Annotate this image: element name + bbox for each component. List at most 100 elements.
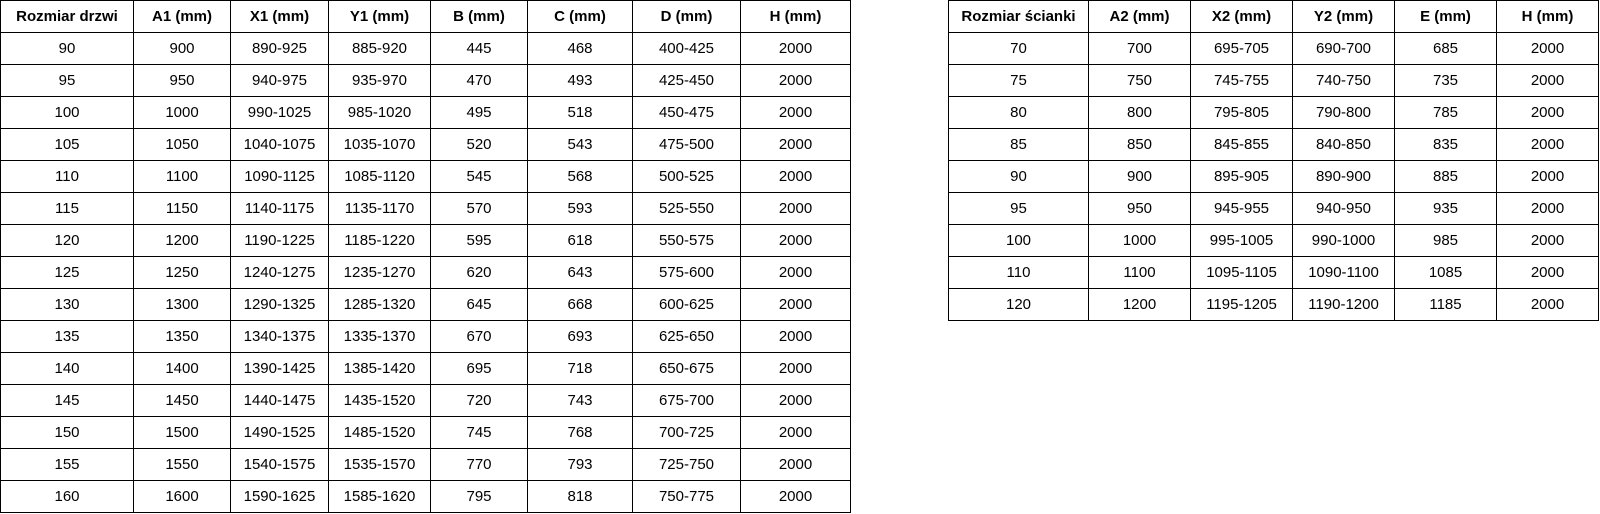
table-cell: 1040-1075 bbox=[230, 128, 329, 161]
table-cell: 1000 bbox=[1088, 224, 1191, 257]
column-header: A2 (mm) bbox=[1088, 0, 1191, 33]
table-cell: 80 bbox=[948, 96, 1089, 129]
table-cell: 1400 bbox=[133, 352, 231, 385]
table-cell: 1285-1320 bbox=[328, 288, 431, 321]
table-cell: 2000 bbox=[740, 160, 851, 193]
column-header: Y1 (mm) bbox=[328, 0, 431, 33]
table-cell: 1200 bbox=[1088, 288, 1191, 321]
table-cell: 670 bbox=[430, 320, 528, 353]
door-table-header: Rozmiar drzwi A1 (mm) X1 (mm) Y1 (mm) B (mm)… bbox=[0, 0, 851, 33]
header-row: Rozmiar ścianki A2 (mm) X2 (mm) Y2 (mm) E (m… bbox=[948, 0, 1599, 33]
table-cell: 995-1005 bbox=[1190, 224, 1293, 257]
table-cell: 500-525 bbox=[632, 160, 741, 193]
table-cell: 2000 bbox=[740, 416, 851, 449]
table-cell: 2000 bbox=[1496, 160, 1599, 193]
table-row: 90 900 895-905 890-900 885 2000 bbox=[948, 160, 1599, 193]
table-cell: 1450 bbox=[133, 384, 231, 417]
table-cell: 2000 bbox=[1496, 96, 1599, 129]
table-cell: 768 bbox=[527, 416, 633, 449]
table-cell: 115 bbox=[0, 192, 134, 225]
table-cell: 110 bbox=[0, 160, 134, 193]
table-cell: 2000 bbox=[1496, 32, 1599, 65]
table-cell: 1440-1475 bbox=[230, 384, 329, 417]
table-cell: 1190-1200 bbox=[1292, 288, 1395, 321]
table-cell: 743 bbox=[527, 384, 633, 417]
table-cell: 795-805 bbox=[1190, 96, 1293, 129]
table-cell: 1350 bbox=[133, 320, 231, 353]
table-cell: 625-650 bbox=[632, 320, 741, 353]
table-cell: 135 bbox=[0, 320, 134, 353]
table-row: 100 1000 995-1005 990-1000 985 2000 bbox=[948, 224, 1599, 257]
door-size-table: Rozmiar drzwi A1 (mm) X1 (mm) Y1 (mm) B (mm)… bbox=[0, 0, 851, 513]
table-cell: 668 bbox=[527, 288, 633, 321]
table-row: 95 950 945-955 940-950 935 2000 bbox=[948, 192, 1599, 225]
table-cell: 470 bbox=[430, 64, 528, 97]
table-cell: 2000 bbox=[740, 128, 851, 161]
table-cell: 600-625 bbox=[632, 288, 741, 321]
table-cell: 2000 bbox=[1496, 64, 1599, 97]
table-cell: 90 bbox=[948, 160, 1089, 193]
table-cell: 1490-1525 bbox=[230, 416, 329, 449]
table-cell: 100 bbox=[948, 224, 1089, 257]
table-cell: 800 bbox=[1088, 96, 1191, 129]
table-row: 145 1450 1440-1475 1435-1520 720 743 675-700 20… bbox=[0, 384, 851, 417]
column-header: X2 (mm) bbox=[1190, 0, 1293, 33]
table-cell: 145 bbox=[0, 384, 134, 417]
table-cell: 845-855 bbox=[1190, 128, 1293, 161]
table-cell: 105 bbox=[0, 128, 134, 161]
table-cell: 2000 bbox=[740, 192, 851, 225]
table-cell: 2000 bbox=[740, 224, 851, 257]
table-cell: 525-550 bbox=[632, 192, 741, 225]
table-cell: 695-705 bbox=[1190, 32, 1293, 65]
table-cell: 990-1000 bbox=[1292, 224, 1395, 257]
table-row: 80 800 795-805 790-800 785 2000 bbox=[948, 96, 1599, 129]
table-cell: 950 bbox=[133, 64, 231, 97]
table-row: 135 1350 1340-1375 1335-1370 670 693 625-650 20… bbox=[0, 320, 851, 353]
table-row: 120 1200 1190-1225 1185-1220 595 618 550-575 20… bbox=[0, 224, 851, 257]
table-cell: 1090-1125 bbox=[230, 160, 329, 193]
table-cell: 1300 bbox=[133, 288, 231, 321]
table-cell: 940-975 bbox=[230, 64, 329, 97]
table-cell: 950 bbox=[1088, 192, 1191, 225]
table-cell: 720 bbox=[430, 384, 528, 417]
table-row: 105 1050 1040-1075 1035-1070 520 543 475-500 20… bbox=[0, 128, 851, 161]
table-cell: 900 bbox=[133, 32, 231, 65]
table-cell: 2000 bbox=[740, 384, 851, 417]
table-cell: 2000 bbox=[1496, 288, 1599, 321]
table-cell: 890-900 bbox=[1292, 160, 1395, 193]
table-cell: 790-800 bbox=[1292, 96, 1395, 129]
table-cell: 1500 bbox=[133, 416, 231, 449]
table-cell: 1600 bbox=[133, 480, 231, 513]
wall-size-table: Rozmiar ścianki A2 (mm) X2 (mm) Y2 (mm) E (m… bbox=[948, 0, 1599, 321]
table-cell: 895-905 bbox=[1190, 160, 1293, 193]
wall-table-body: 70 700 695-705 690-700 685 2000 75 750 745-755 74… bbox=[948, 32, 1599, 321]
table-cell: 793 bbox=[527, 448, 633, 481]
table-cell: 785 bbox=[1394, 96, 1497, 129]
column-header: D (mm) bbox=[632, 0, 741, 33]
table-cell: 545 bbox=[430, 160, 528, 193]
table-cell: 593 bbox=[527, 192, 633, 225]
table-cell: 985 bbox=[1394, 224, 1497, 257]
table-cell: 1140-1175 bbox=[230, 192, 329, 225]
table-cell: 1590-1625 bbox=[230, 480, 329, 513]
table-cell: 750 bbox=[1088, 64, 1191, 97]
table-row: 120 1200 1195-1205 1190-1200 1185 2000 bbox=[948, 288, 1599, 321]
table-cell: 740-750 bbox=[1292, 64, 1395, 97]
table-cell: 945-955 bbox=[1190, 192, 1293, 225]
table-cell: 770 bbox=[430, 448, 528, 481]
table-cell: 618 bbox=[527, 224, 633, 257]
table-cell: 2000 bbox=[740, 256, 851, 289]
table-row: 95 950 940-975 935-970 470 493 425-450 2000 bbox=[0, 64, 851, 97]
table-cell: 120 bbox=[0, 224, 134, 257]
table-cell: 493 bbox=[527, 64, 633, 97]
table-cell: 685 bbox=[1394, 32, 1497, 65]
table-cell: 985-1020 bbox=[328, 96, 431, 129]
column-header: E (mm) bbox=[1394, 0, 1497, 33]
table-cell: 900 bbox=[1088, 160, 1191, 193]
table-cell: 1150 bbox=[133, 192, 231, 225]
table-cell: 1085 bbox=[1394, 256, 1497, 289]
table-cell: 693 bbox=[527, 320, 633, 353]
table-row: 160 1600 1590-1625 1585-1620 795 818 750-775 20… bbox=[0, 480, 851, 513]
table-cell: 450-475 bbox=[632, 96, 741, 129]
table-row: 85 850 845-855 840-850 835 2000 bbox=[948, 128, 1599, 161]
